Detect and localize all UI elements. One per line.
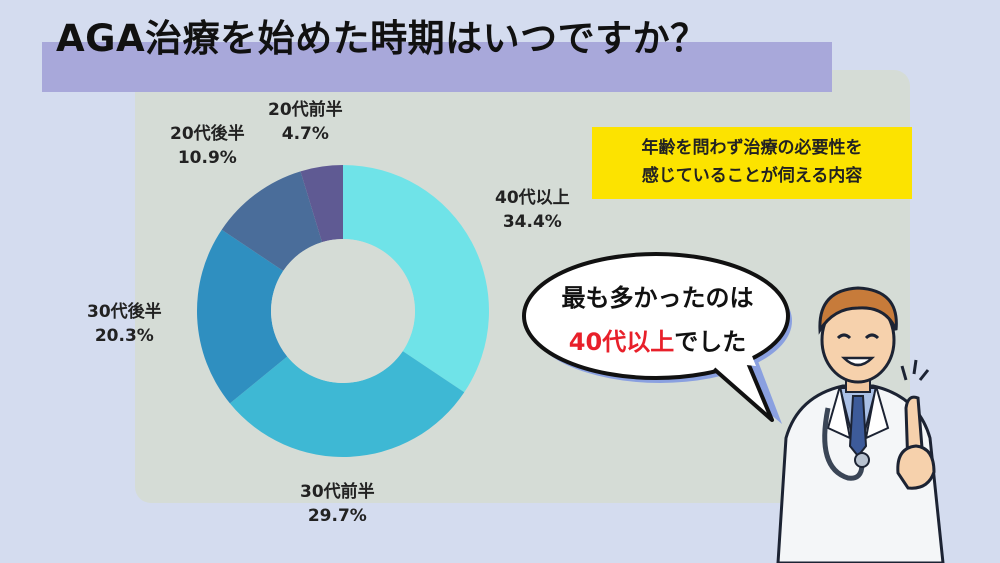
- note-line: 感じていることが伺える内容: [641, 166, 863, 186]
- slice-percent: 4.7%: [281, 124, 329, 144]
- slice-label-30s-early: 30代前半 29.7%: [300, 480, 375, 528]
- donut-slice-3: [221, 171, 323, 271]
- slice-category: 20代後半: [170, 124, 245, 144]
- slice-percent: 10.9%: [177, 148, 237, 168]
- slice-percent: 34.4%: [502, 212, 562, 232]
- bubble-line-1: 最も多かったのは: [561, 284, 754, 312]
- speech-bubble: [522, 252, 792, 424]
- page-title: AGA治療を始めた時期はいつですか？: [56, 17, 708, 60]
- bubble-line-2-rest: でした: [674, 328, 747, 356]
- slice-category: 30代前半: [300, 482, 375, 502]
- note-line: 年齢を問わず治療の必要性を: [641, 138, 863, 158]
- slice-category: 30代後半: [87, 302, 162, 322]
- slice-category: 20代前半: [268, 100, 343, 120]
- donut-slice-0: [343, 165, 489, 393]
- donut-slice-1: [229, 351, 465, 457]
- slice-label-30s-late: 30代後半 20.3%: [87, 300, 162, 348]
- donut-chart: [197, 165, 489, 457]
- slice-label-40s-plus: 40代以上 34.4%: [495, 186, 570, 234]
- bubble-highlight: 40代以上: [568, 328, 675, 356]
- doctor-illustration: [776, 286, 945, 563]
- slice-percent: 29.7%: [307, 506, 367, 526]
- slice-percent: 20.3%: [94, 326, 154, 346]
- slice-label-20s-early: 20代前半 4.7%: [268, 98, 343, 146]
- slice-label-20s-late: 20代後半 10.9%: [170, 122, 245, 170]
- donut-slice-4: [300, 165, 343, 243]
- title-band: [42, 42, 832, 92]
- slice-category: 40代以上: [495, 188, 570, 208]
- donut-hole: [271, 239, 415, 383]
- bubble-line-2: 40代以上でした: [545, 320, 770, 364]
- donut-slice-2: [197, 229, 288, 404]
- note-box: 年齢を問わず治療の必要性を 感じていることが伺える内容: [592, 127, 912, 199]
- bubble-text: 最も多かったのは 40代以上でした: [545, 276, 770, 364]
